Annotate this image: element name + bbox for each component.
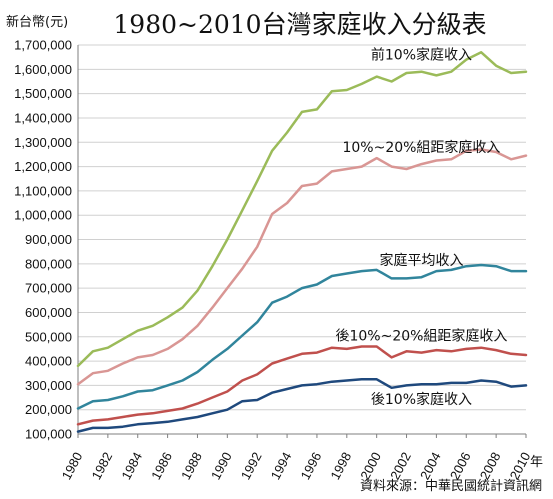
- x-tick-label: 1996: [298, 450, 325, 483]
- x-tick-labels: 1980 1982 1984 1986 1988 1990 1992 1994 1996 1998…: [59, 450, 534, 483]
- y-tick-labels: 100,000 200,000 300,000 400,000 500,000 600,0…: [14, 38, 72, 442]
- y-tick-label: 200,000: [25, 402, 72, 417]
- series-label: 10%~20%組距家庭收入: [342, 139, 500, 156]
- y-tick-label: 800,000: [25, 256, 72, 271]
- x-tick-label: 1982: [88, 450, 115, 483]
- series-line: [76, 378, 528, 433]
- y-tick-label: 400,000: [25, 354, 72, 369]
- axes: [77, 45, 527, 438]
- chart-title: 1980~2010台灣家庭收入分級表: [113, 10, 486, 39]
- y-tick-label: 600,000: [25, 305, 72, 320]
- y-tick-label: 700,000: [25, 281, 72, 296]
- x-tick-label: 2000: [357, 450, 384, 483]
- x-tick-label: 1992: [238, 450, 265, 483]
- series-line: [76, 51, 528, 368]
- x-tick-label: 1984: [118, 450, 145, 483]
- x-tick-label: 2002: [387, 450, 414, 483]
- y-axis-unit-label: 新台幣(元): [6, 14, 68, 30]
- series-label: 前10%家庭收入: [371, 47, 472, 64]
- series-lines: [76, 51, 528, 433]
- series-line: [76, 148, 528, 386]
- y-tick-label: 1,600,000: [14, 62, 72, 77]
- x-tick-label: 1988: [178, 450, 205, 483]
- x-tick-label: 1980: [59, 450, 86, 483]
- x-tick-label: 1994: [268, 450, 295, 483]
- series-label: 後10%家庭收入: [371, 391, 472, 408]
- series-label: 家庭平均收入: [379, 252, 463, 269]
- x-tick-label: 1990: [208, 450, 235, 483]
- data-source-note: 資料來源：中華民國統計資訊網: [360, 478, 542, 494]
- series-line: [76, 345, 528, 426]
- y-tick-label: 500,000: [25, 329, 72, 344]
- y-tick-label: 1,500,000: [14, 86, 72, 101]
- y-tick-label: 1,700,000: [14, 38, 72, 53]
- series-labels: 前10%家庭收入 10%~20%組距家庭收入家庭平均收入後10%~20%組距家庭收…: [335, 47, 507, 408]
- y-tick-label: 900,000: [25, 232, 72, 247]
- x-tick-label: 2008: [477, 450, 504, 483]
- y-tick-label: 1,300,000: [14, 135, 72, 150]
- series-label: 後10%~20%組距家庭收入: [335, 328, 507, 345]
- y-tick-label: 300,000: [25, 378, 72, 393]
- y-tick-label: 1,000,000: [14, 208, 72, 223]
- y-tick-label: 1,100,000: [14, 183, 72, 198]
- x-tick-label: 2004: [417, 450, 444, 483]
- y-tick-label: 1,400,000: [14, 110, 72, 125]
- x-tick-label: 1986: [148, 450, 175, 483]
- y-tick-label: 1,200,000: [14, 159, 72, 174]
- x-tick-label: 1998: [327, 450, 354, 483]
- series-line: [76, 263, 528, 410]
- x-tick-label: 2006: [447, 450, 474, 483]
- x-axis-unit-label: 年: [530, 454, 543, 469]
- y-tick-label: 100,000: [25, 427, 72, 442]
